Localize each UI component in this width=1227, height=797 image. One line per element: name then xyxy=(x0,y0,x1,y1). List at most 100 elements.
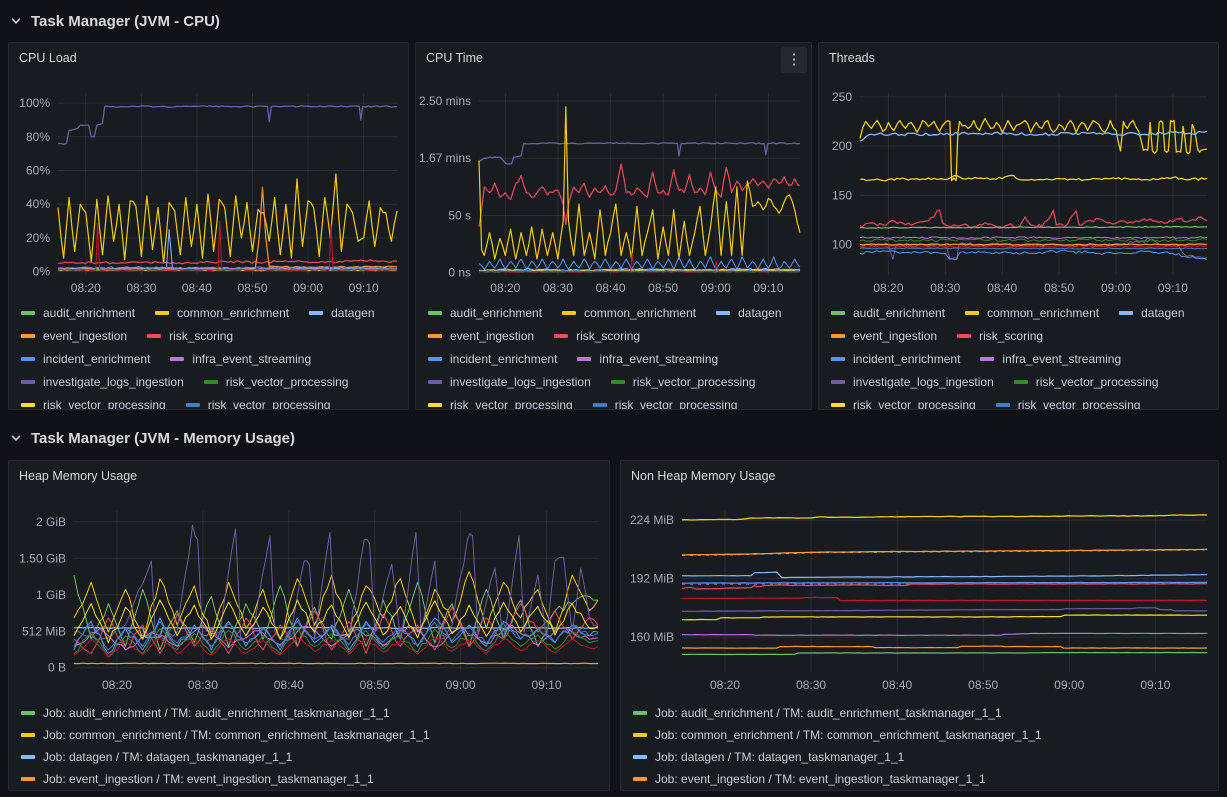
legend-series-swatch xyxy=(633,777,647,781)
legend-item[interactable]: Job: datagen / TM: datagen_taskmanager_1… xyxy=(21,750,292,764)
y-axis-tick-label: 1.67 mins xyxy=(419,151,471,165)
legend-item[interactable]: infra_event_streaming xyxy=(170,352,311,366)
legend-series-swatch xyxy=(155,310,170,315)
y-axis-tick-label: 2 GiB xyxy=(36,515,66,529)
series-line xyxy=(859,174,1208,182)
x-axis-tick-label: 08:40 xyxy=(596,281,626,295)
legend-item[interactable]: event_ingestion xyxy=(21,329,127,343)
series-line xyxy=(73,637,599,658)
y-axis-tick-label: 160 MiB xyxy=(630,630,674,644)
legend-item[interactable]: incident_enrichment xyxy=(831,352,960,366)
legend-item[interactable]: Job: datagen / TM: datagen_taskmanager_1… xyxy=(633,750,904,764)
legend-item[interactable]: risk_vector_processing xyxy=(1013,375,1158,389)
legend-series-label: Job: common_enrichment / TM: common_enri… xyxy=(655,728,1042,742)
x-axis-tick-label: 08:30 xyxy=(796,678,826,692)
y-axis-tick-label: 512 MiB xyxy=(22,624,66,638)
legend-item[interactable]: datagen xyxy=(716,306,782,320)
chart-canvas-threads[interactable]: 100 150 200 250 08:20 08:30 08:40 08:50 09:00 09:… xyxy=(820,79,1217,301)
legend-item[interactable]: risk_vector_processing xyxy=(592,398,737,409)
legend-item[interactable]: Job: event_ingestion / TM: event_ingesti… xyxy=(21,772,374,786)
legend-row: investigate_logs_ingestion risk_vector_pr… xyxy=(428,370,807,393)
legend-item[interactable]: investigate_logs_ingestion xyxy=(831,375,994,389)
x-axis-tick-label: 09:10 xyxy=(1158,281,1188,295)
panel-title-non-heap[interactable]: Non Heap Memory Usage xyxy=(631,469,776,483)
legend-row: incident_enrichment infra_event_streaming xyxy=(21,347,404,370)
legend-item[interactable]: common_enrichment xyxy=(562,306,696,320)
legend-item[interactable]: Job: common_enrichment / TM: common_enri… xyxy=(633,728,1042,742)
row-header-jvm-cpu[interactable]: Task Manager (JVM - CPU) xyxy=(10,8,220,34)
legend-item[interactable]: infra_event_streaming xyxy=(980,352,1121,366)
series-line xyxy=(681,645,1208,649)
non-heap-legend: Job: audit_enrichment / TM: audit_enrich… xyxy=(633,702,1214,790)
legend-series-label: infra_event_streaming xyxy=(599,351,719,366)
y-axis-tick-label: 250 xyxy=(832,90,852,104)
legend-item[interactable]: risk_vector_processing xyxy=(203,375,348,389)
legend-item[interactable]: audit_enrichment xyxy=(831,306,945,320)
legend-series-swatch xyxy=(170,356,185,361)
panel-title-cpu-load[interactable]: CPU Load xyxy=(19,51,77,65)
legend-series-swatch xyxy=(831,402,845,407)
legend-item[interactable]: Job: common_enrichment / TM: common_enri… xyxy=(21,728,430,742)
x-axis-tick-label: 08:40 xyxy=(274,678,304,692)
legend-item[interactable]: datagen xyxy=(309,306,375,320)
legend-item[interactable]: event_ingestion xyxy=(428,329,534,343)
legend-item[interactable]: incident_enrichment xyxy=(428,352,557,366)
legend-series-label: risk_vector_processing xyxy=(450,397,573,410)
chart-canvas-non_heap[interactable]: 160 MiB 192 MiB 224 MiB 08:20 08:30 08:40 08:5… xyxy=(622,495,1217,702)
panel-title-cpu-time[interactable]: CPU Time xyxy=(426,51,483,65)
series-line xyxy=(859,247,1208,250)
legend-series-swatch xyxy=(21,777,35,781)
legend-item[interactable]: risk_scoring xyxy=(147,329,233,343)
legend-series-swatch xyxy=(203,379,218,384)
cpu-time-chart: 0 ns 50 s 1.67 mins 2.50 mins 08:20 08:30 08:4… xyxy=(417,79,810,301)
legend-item[interactable]: infra_event_streaming xyxy=(577,352,718,366)
legend-series-label: common_enrichment xyxy=(177,305,290,320)
series-line xyxy=(73,599,599,644)
panel-title-threads[interactable]: Threads xyxy=(829,51,875,65)
legend-item[interactable]: risk_scoring xyxy=(554,329,640,343)
legend-item[interactable]: risk_vector_processing xyxy=(21,398,166,409)
legend-item[interactable]: risk_vector_processing xyxy=(610,375,755,389)
chart-canvas-cpu_load[interactable]: 0% 20% 40% 60% 80% 100% 08:20 08:30 08:40 08:50 09… xyxy=(10,79,407,301)
y-axis-tick-label: 100 xyxy=(832,238,852,252)
legend-item[interactable]: audit_enrichment xyxy=(428,306,542,320)
legend-item[interactable]: risk_vector_processing xyxy=(995,398,1140,409)
legend-series-swatch xyxy=(554,333,569,338)
legend-item[interactable]: datagen xyxy=(1119,305,1185,320)
panel-title-heap[interactable]: Heap Memory Usage xyxy=(19,469,138,483)
legend-series-swatch xyxy=(995,402,1010,407)
kebab-menu-icon[interactable]: ⋮ xyxy=(781,47,807,73)
legend-series-swatch xyxy=(21,711,35,715)
legend-item[interactable]: incident_enrichment xyxy=(21,352,150,366)
chart-canvas-heap[interactable]: 0 B 512 MiB 1 GiB 1.50 GiB 2 GiB 08:20 08:30 08… xyxy=(10,495,608,702)
legend-item[interactable]: investigate_logs_ingestion xyxy=(428,375,591,389)
chart-canvas-cpu_time[interactable]: 0 ns 50 s 1.67 mins 2.50 mins 08:20 08:30 08:4… xyxy=(417,79,810,301)
legend-item[interactable]: risk_scoring xyxy=(957,329,1043,343)
legend-series-label: datagen xyxy=(1141,305,1185,320)
legend-row: investigate_logs_ingestion risk_vector_pr… xyxy=(21,370,404,393)
legend-item[interactable]: investigate_logs_ingestion xyxy=(21,375,184,389)
legend-series-label: common_enrichment xyxy=(987,305,1100,320)
grid-lines xyxy=(58,93,397,275)
legend-item[interactable]: risk_vector_processing xyxy=(428,397,573,410)
legend-series-label: Job: audit_enrichment / TM: audit_enrich… xyxy=(43,706,390,720)
legend-item[interactable]: common_enrichment xyxy=(155,306,289,320)
row-header-jvm-memory[interactable]: Task Manager (JVM - Memory Usage) xyxy=(10,425,295,451)
legend-item[interactable]: common_enrichment xyxy=(965,306,1099,320)
x-axis-tick-label: 08:50 xyxy=(648,281,678,295)
legend-row: investigate_logs_ingestion risk_vector_pr… xyxy=(831,370,1214,393)
series-line xyxy=(73,662,599,665)
legend-item[interactable]: risk_vector_processing xyxy=(185,398,330,409)
legend-series-swatch xyxy=(428,310,442,315)
legend-item[interactable]: Job: event_ingestion / TM: event_ingesti… xyxy=(633,772,986,786)
legend-item[interactable]: audit_enrichment xyxy=(21,306,135,320)
legend-series-swatch xyxy=(21,333,35,338)
x-axis-tick-label: 08:50 xyxy=(360,678,390,692)
legend-item[interactable]: risk_vector_processing xyxy=(831,398,976,409)
series-line xyxy=(57,266,398,270)
y-axis-tick-label: 0% xyxy=(33,265,51,279)
legend-item[interactable]: event_ingestion xyxy=(831,329,937,343)
legend-item[interactable]: Job: audit_enrichment / TM: audit_enrich… xyxy=(21,706,390,720)
series-line xyxy=(859,243,1208,246)
legend-item[interactable]: Job: audit_enrichment / TM: audit_enrich… xyxy=(633,706,1002,720)
